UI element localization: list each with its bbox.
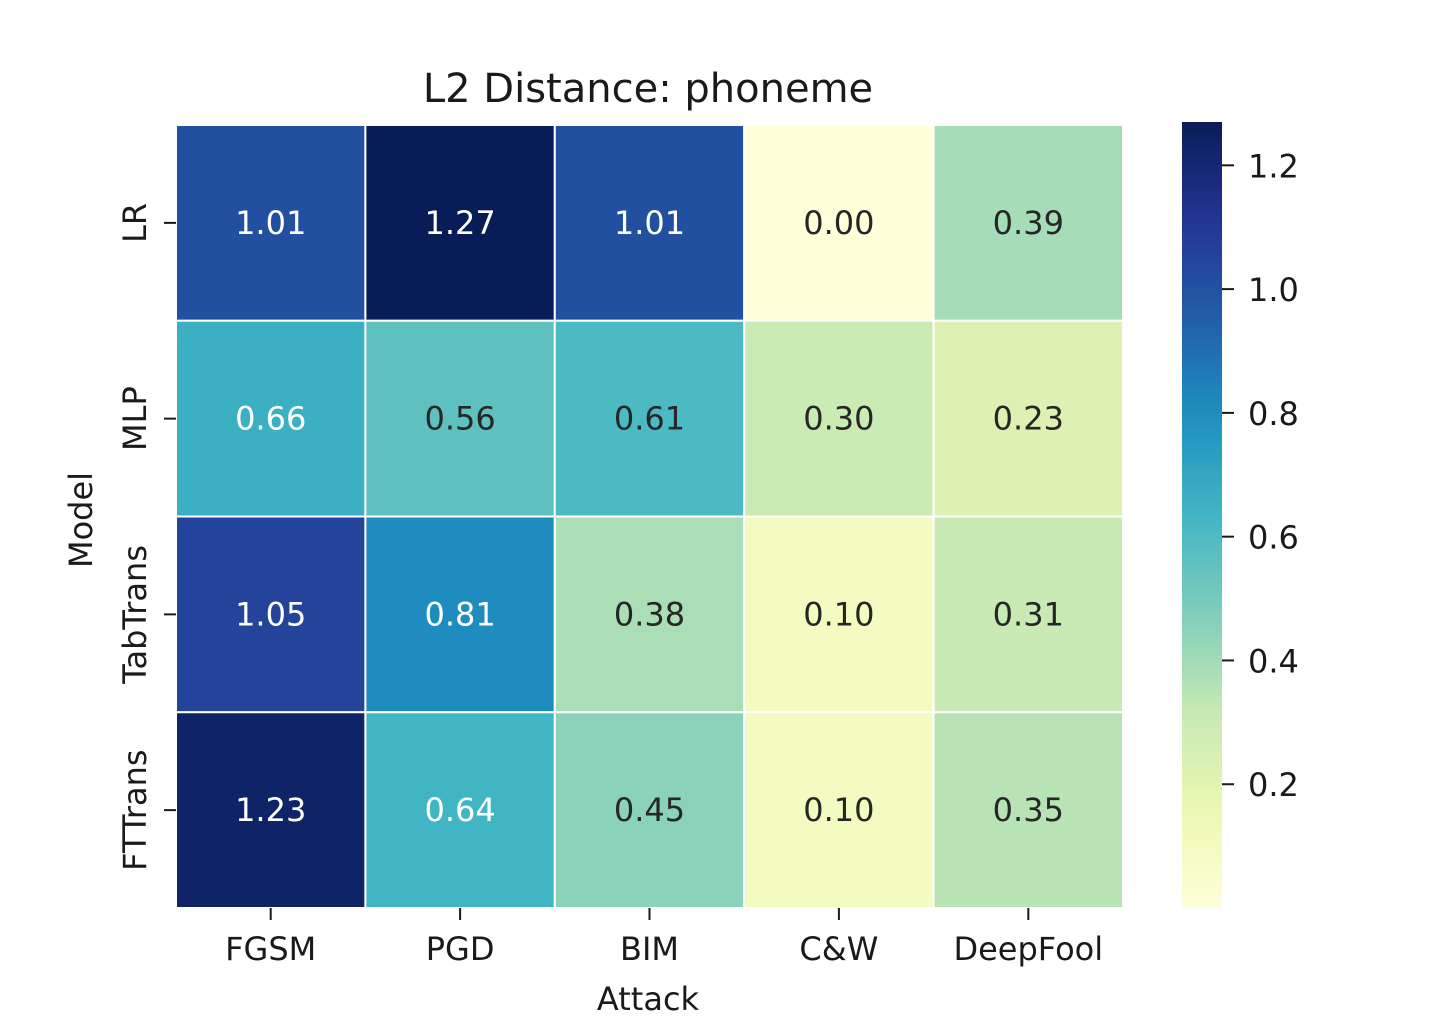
cell-value-label: 1.23 [235, 791, 306, 829]
cell-value-label: 0.81 [424, 595, 495, 633]
y-tick-label: LR [116, 203, 154, 243]
heatmap-cell [553, 124, 746, 322]
x-tick-label: C&W [799, 930, 878, 968]
x-tick-label: PGD [426, 930, 495, 968]
x-tick-label: BIM [620, 930, 679, 968]
cell-value-label: 1.01 [235, 204, 306, 242]
heatmap-cell [553, 319, 746, 518]
y-axis-label: Model [62, 472, 100, 568]
cell-value-label: 0.61 [614, 400, 685, 438]
colorbar-tick-label: 0.6 [1248, 519, 1299, 557]
cell-value-label: 0.31 [993, 595, 1064, 633]
heatmap-cell [364, 515, 556, 714]
cell-value-label: 1.27 [424, 204, 495, 242]
cell-value-label: 1.01 [614, 204, 685, 242]
cell-value-label: 0.45 [614, 791, 685, 829]
colorbar-tick-label: 0.4 [1248, 642, 1299, 680]
heatmap-cell [553, 711, 746, 909]
colorbar-tick-label: 0.2 [1248, 766, 1299, 804]
colorbar-tick-label: 0.8 [1248, 395, 1299, 433]
heatmap-cell [364, 711, 556, 909]
cell-value-label: 0.64 [424, 791, 495, 829]
y-axis-ticks: LR MLP TabTrans FTTrans [116, 203, 176, 871]
y-tick-label: TabTrans [116, 545, 154, 685]
cell-value-label: 0.10 [803, 791, 874, 829]
colorbar-gradient [1182, 122, 1222, 908]
x-axis-ticks: FGSM PGD BIM C&W DeepFool [225, 908, 1103, 968]
y-tick-label: FTTrans [116, 749, 154, 870]
heatmap-cell [175, 124, 367, 322]
heatmap-cell [743, 124, 935, 322]
cell-value-label: 0.38 [614, 595, 685, 633]
y-tick-label: MLP [116, 386, 154, 451]
cell-value-label: 0.39 [993, 204, 1064, 242]
heatmap-cell [932, 711, 1124, 909]
cell-value-label: 1.05 [235, 595, 306, 633]
cell-value-label: 0.23 [993, 400, 1064, 438]
heatmap-cell [932, 124, 1124, 322]
cell-value-label: 0.00 [803, 204, 874, 242]
cell-value-label: 0.30 [803, 400, 874, 438]
colorbar-tick-label: 1.0 [1248, 271, 1299, 309]
heatmap-cell [175, 319, 367, 518]
chart-title: L2 Distance: phoneme [423, 66, 873, 112]
x-tick-label: DeepFool [953, 930, 1103, 968]
heatmap-cell [932, 319, 1124, 518]
heatmap-cell [364, 124, 556, 322]
x-axis-label: Attack [597, 980, 700, 1018]
cell-value-label: 0.10 [803, 595, 874, 633]
heatmap-cell [743, 515, 935, 714]
cell-value-label: 0.35 [993, 791, 1064, 829]
x-tick-label: FGSM [225, 930, 316, 968]
colorbar-tick-label: 1.2 [1248, 147, 1299, 185]
heatmap-cell [932, 515, 1124, 714]
cell-value-label: 0.56 [424, 400, 495, 438]
colorbar: 0.2 0.4 0.6 0.8 1.0 1.2 [1182, 122, 1299, 908]
heatmap-cell [553, 515, 746, 714]
heatmap-cell [743, 711, 935, 909]
cell-value-label: 0.66 [235, 400, 306, 438]
heatmap-cells: 1.01 1.27 1.01 0.00 0.39 0.66 0.56 0.61 0.30 0.23… [175, 124, 1124, 909]
